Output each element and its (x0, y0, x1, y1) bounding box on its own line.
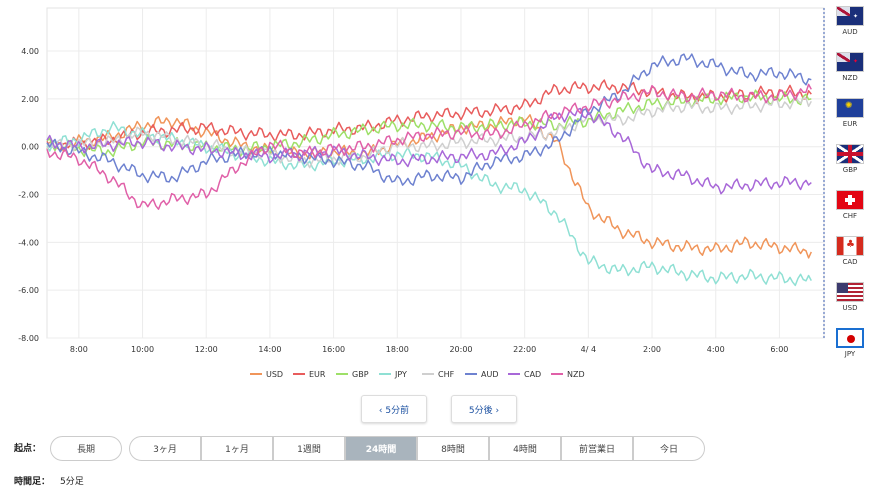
flag-label: AUD (842, 28, 858, 36)
prev-5min-button[interactable]: ‹ 5分前 (361, 395, 427, 423)
period-option-7[interactable]: 今日 (633, 436, 705, 461)
flag-eur[interactable]: ✺ EUR (835, 98, 865, 138)
plot-area (46, 7, 825, 339)
x-tick-label: 18:00 (386, 345, 409, 354)
series-line-usd (46, 114, 812, 259)
legend-label-cad: CAD (524, 370, 541, 379)
x-tick-label: 16:00 (322, 345, 345, 354)
swiss-flag-icon (836, 190, 864, 210)
x-tick-label: 22:00 (513, 345, 536, 354)
flag-aud[interactable]: ✦ AUD (835, 6, 865, 46)
y-tick-label: -6.00 (18, 286, 39, 295)
x-tick-label: 4/ 4 (581, 345, 596, 354)
period-option-6[interactable]: 前営業日 (561, 436, 633, 461)
flag-usd[interactable]: USD (835, 282, 865, 322)
canada-flag-icon: ♣ (836, 236, 864, 256)
currency-flag-list: ✦ AUD ✦ NZD ✺ EUR GBP CHF ♣ CAD USD JPY (831, 6, 869, 358)
series-line-chf (46, 95, 812, 169)
y-tick-label: -8.00 (18, 334, 39, 343)
flag-gbp[interactable]: GBP (835, 144, 865, 184)
currency-strength-chart: 4.00 2.00 0.00 -2.00 -4.00 -6.00 -8.00 8:00 10:0… (18, 7, 825, 379)
series-line-aud (46, 53, 812, 186)
flag-label: USD (842, 304, 858, 312)
y-tick-label: 0.00 (21, 143, 39, 152)
uk-flag-icon (836, 144, 864, 164)
series-line-eur (46, 79, 812, 152)
flag-chf[interactable]: CHF (835, 190, 865, 230)
eu-flag-icon: ✺ (836, 98, 864, 118)
flag-jpy[interactable]: JPY (835, 328, 865, 368)
flag-label: EUR (842, 120, 858, 128)
x-tick-label: 2:00 (643, 345, 661, 354)
y-tick-label: -4.00 (18, 238, 39, 247)
flag-label: CHF (842, 212, 858, 220)
period-option-0[interactable]: 3ヶ月 (129, 436, 201, 461)
flag-label: JPY (844, 350, 856, 358)
usa-flag-icon (836, 282, 864, 302)
x-tick-label: 4:00 (707, 345, 725, 354)
period-start-label: 起点： (14, 444, 42, 454)
flag-label: NZD (842, 74, 858, 82)
legend-label-aud: AUD (481, 370, 499, 379)
next-5min-button[interactable]: 5分後 › (451, 395, 517, 423)
y-tick-label: 4.00 (21, 47, 39, 56)
new-zealand-flag-icon: ✦ (836, 52, 864, 72)
y-tick-label: 2.00 (21, 95, 39, 104)
series-line-jpy (46, 121, 812, 287)
flag-label: GBP (842, 166, 858, 174)
period-option-3[interactable]: 24時間 (345, 436, 417, 461)
x-tick-label: 10:00 (131, 345, 154, 354)
x-tick-label: 12:00 (195, 345, 218, 354)
y-tick-label: -2.00 (18, 191, 39, 200)
period-option-5[interactable]: 4時間 (489, 436, 561, 461)
flag-nzd[interactable]: ✦ NZD (835, 52, 865, 92)
x-tick-label: 6:00 (770, 345, 788, 354)
legend-label-jpy: JPY (394, 370, 407, 379)
australia-flag-icon: ✦ (836, 6, 864, 26)
legend-label-eur: EUR (309, 370, 326, 379)
period-option-2[interactable]: 1週間 (273, 436, 345, 461)
legend-label-usd: USD (266, 370, 283, 379)
flag-cad[interactable]: ♣ CAD (835, 236, 865, 276)
x-tick-label: 14:00 (258, 345, 281, 354)
flag-label: CAD (842, 258, 858, 266)
timeframe-label: 時間足： (14, 477, 51, 487)
period-option-1[interactable]: 1ヶ月 (201, 436, 273, 461)
period-long-term-button[interactable]: 長期 (50, 436, 122, 461)
legend-label-gbp: GBP (352, 370, 369, 379)
period-option-4[interactable]: 8時間 (417, 436, 489, 461)
x-tick-label: 20:00 (449, 345, 472, 354)
legend-label-chf: CHF (438, 370, 455, 379)
japan-flag-icon (836, 328, 864, 348)
timeframe-value: 5分足 (60, 477, 84, 487)
x-tick-label: 8:00 (70, 345, 88, 354)
series-line-nzd (46, 83, 812, 210)
series-line-cad (46, 107, 812, 195)
legend-label-nzd: NZD (567, 370, 585, 379)
